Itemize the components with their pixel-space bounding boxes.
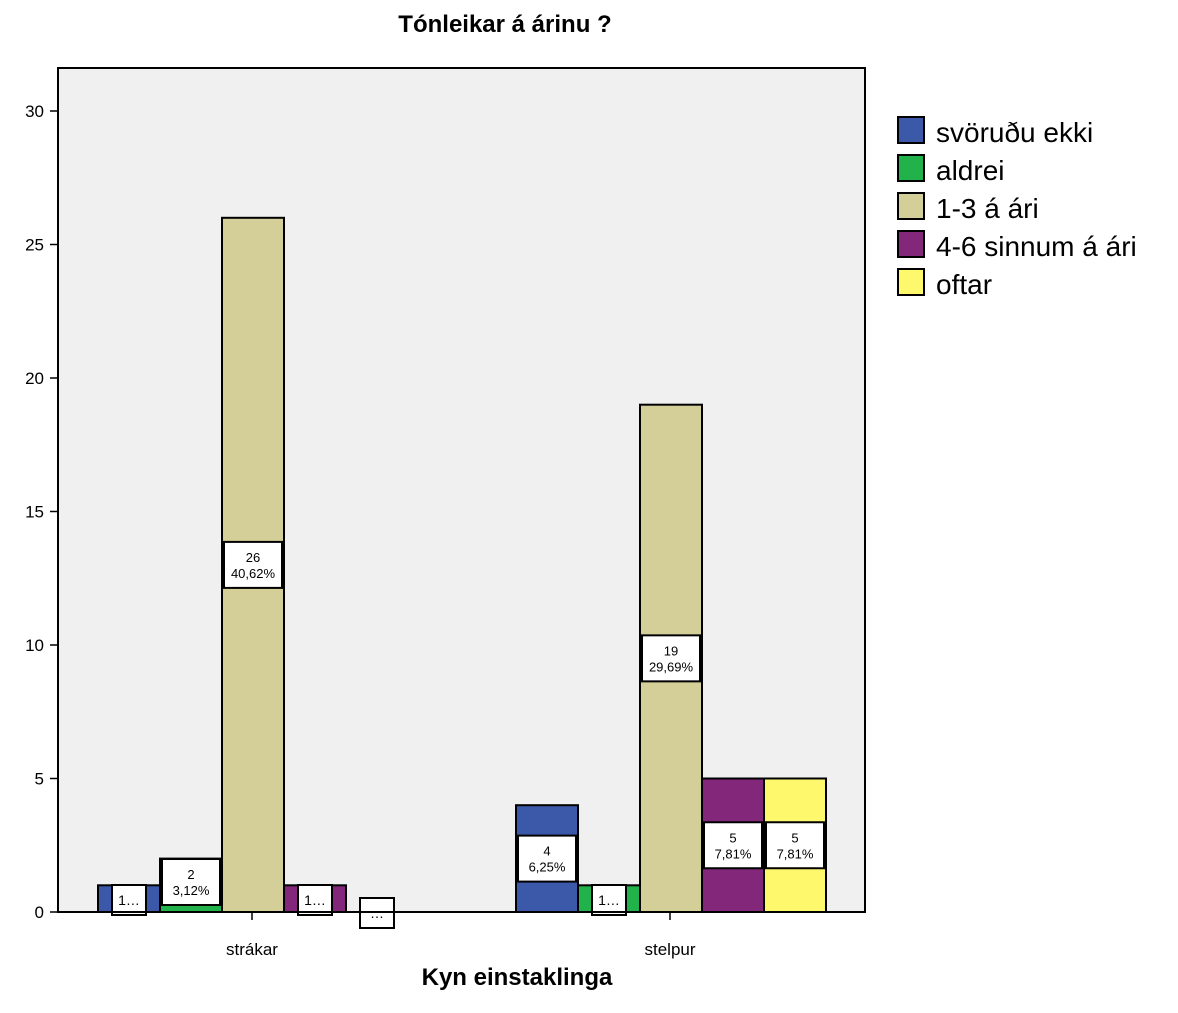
data-label-count: 19 [664,643,678,658]
legend-swatch [897,268,925,296]
data-label-box [703,821,763,870]
data-label-box [223,540,283,589]
data-label-count: 26 [246,550,260,565]
data-label-box [765,821,825,870]
data-label-percent: 40,62% [231,566,276,581]
data-label-box [111,884,147,916]
data-label-stelpur-sv-ru-u-ekki: 46,25% [517,834,577,883]
data-label-percent: 7,81% [715,846,752,861]
legend-label: 1-3 á ári [936,193,1039,224]
data-label-str-kar-aldrei: 23,12% [161,858,221,906]
legend-item-oftar: oftar [897,268,992,300]
data-label-count: 5 [791,830,798,845]
data-label-count: 2 [187,867,194,882]
data-label-str-kar-sv-ru-u-ekki: 1… [111,884,147,916]
legend-item-1-3-ri: 1-3 á ári [897,192,1039,224]
data-label-text: 1… [304,892,326,908]
legend-swatch [897,154,925,182]
legend: svöruðu ekki aldrei 1-3 á ári 4-6 sinnum á … [897,116,1137,300]
x-tick-label-str-kar: strákar [226,940,278,959]
data-label-box [297,884,333,916]
data-label-count: 5 [729,830,736,845]
chart-title: Tónleikar á árinu ? [398,11,611,38]
data-label-stelpur-oftar: 57,81% [765,821,825,870]
x-axis-title: Kyn einstaklinga [422,964,613,991]
legend-item-4-6-sinnum-ri: 4-6 sinnum á ári [897,230,1137,262]
plot-area [57,67,866,913]
data-label-box [517,834,577,883]
data-label-box [641,634,701,683]
x-tick-label-stelpur: stelpur [644,940,695,959]
data-label-text: 1… [118,892,140,908]
legend-label: svöruðu ekki [936,117,1093,148]
y-tick-label: 5 [35,770,44,789]
data-label-box [591,884,627,916]
legend-label: aldrei [936,155,1004,186]
y-tick-label: 10 [25,636,44,655]
data-label-stelpur-4-6-sinnum-ri: 57,81% [703,821,763,870]
legend-swatch [897,192,925,220]
y-tick-label: 0 [35,903,44,922]
legend-swatch [897,230,925,258]
legend-item-sv-ru-u-ekki: svöruðu ekki [897,116,1093,148]
data-label-str-kar-4-6-sinnum-ri: 1… [297,884,333,916]
y-tick-label: 15 [25,503,44,522]
data-label-stelpur-aldrei: 1… [591,884,627,916]
data-label-percent: 7,81% [777,846,814,861]
y-tick-label: 30 [25,102,44,121]
legend-item-aldrei: aldrei [897,154,1004,186]
data-label-text: 1… [598,892,620,908]
legend-swatch [897,116,925,144]
data-label-box [161,858,221,906]
y-tick-label: 25 [25,236,44,255]
y-tick-label: 20 [25,369,44,388]
data-label-percent: 29,69% [649,659,694,674]
data-label-percent: 6,25% [529,860,566,875]
legend-label: oftar [936,269,992,300]
data-labels: 1…23,12%2640,62%1……46,25%1…1929,69%57,81… [111,540,825,929]
data-label-count: 4 [543,844,550,859]
legend-label: 4-6 sinnum á ári [936,231,1137,262]
data-label-percent: 3,12% [173,883,210,898]
